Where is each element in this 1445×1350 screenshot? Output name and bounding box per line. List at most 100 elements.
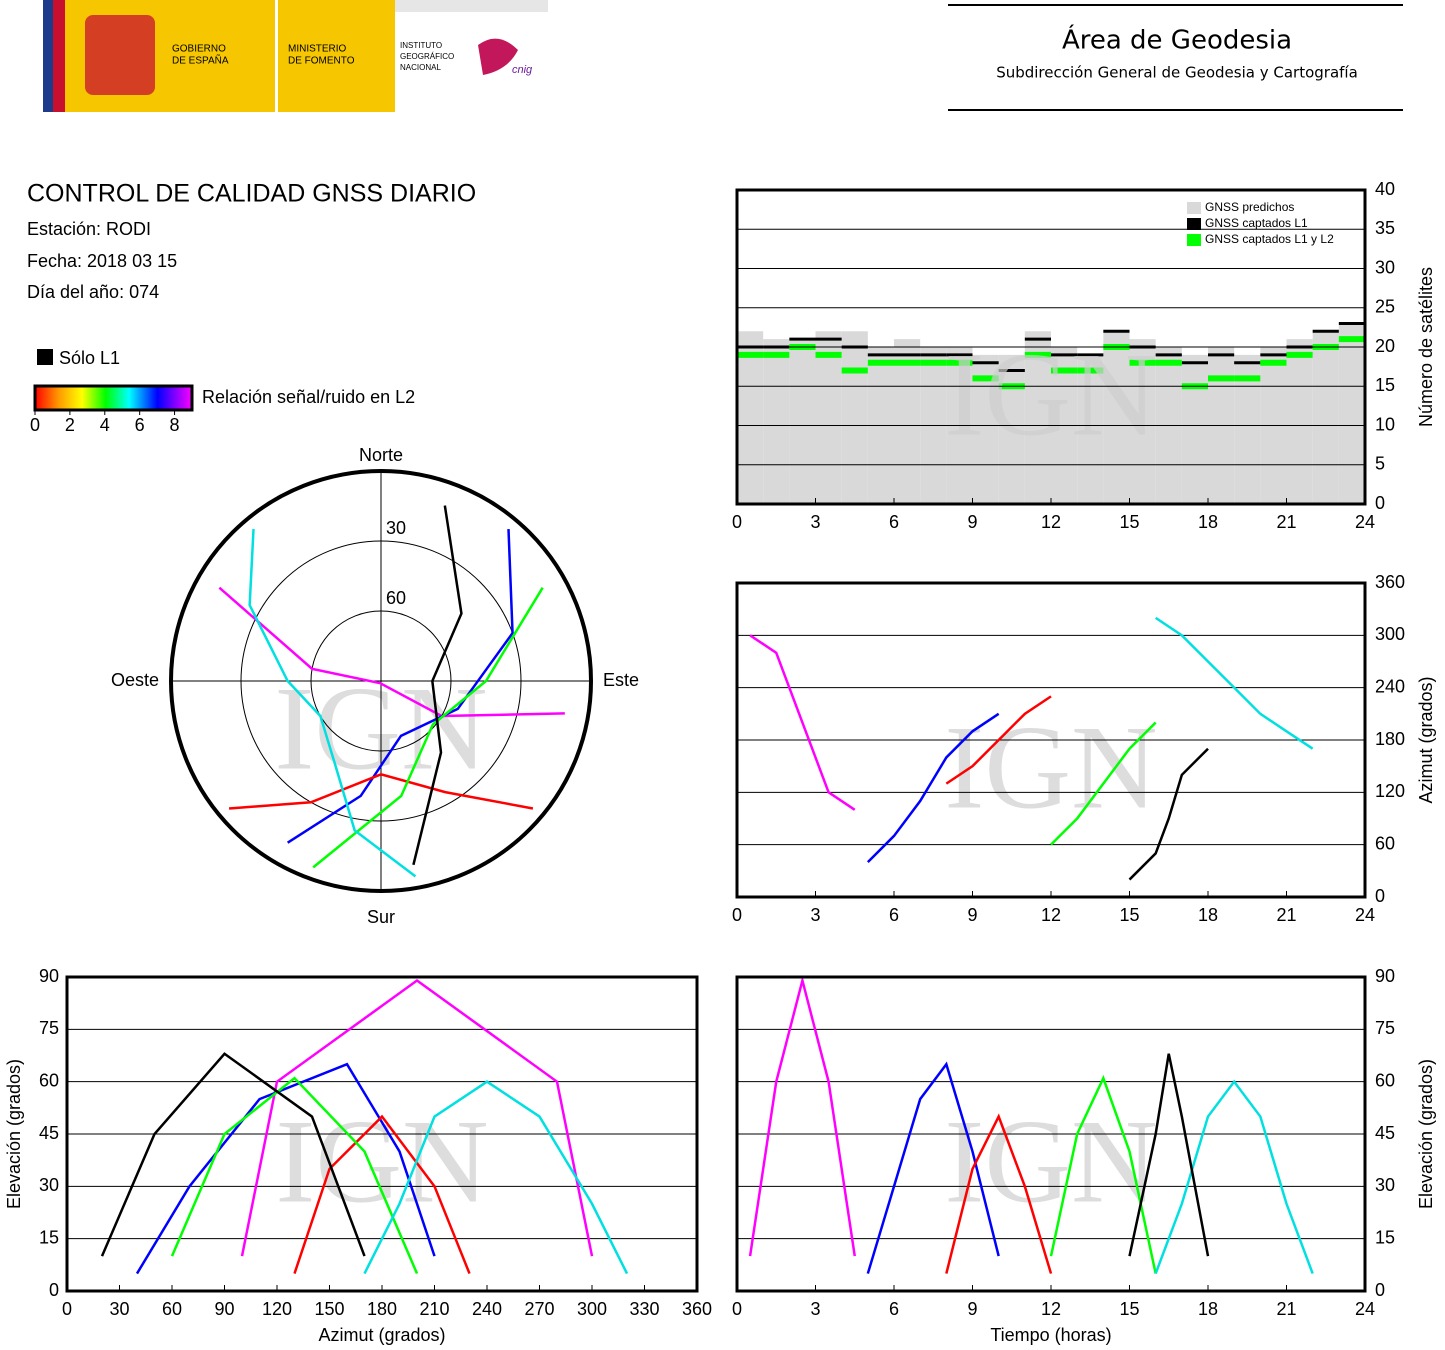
x-tick-label: 30 [109, 1299, 129, 1319]
x-tick-label: 18 [1198, 1299, 1218, 1319]
y-tick-label: 240 [1375, 676, 1405, 696]
y-tick-label: 60 [1375, 1070, 1395, 1090]
predicted-bar [1286, 339, 1313, 504]
y-tick-label: 15 [1375, 375, 1395, 395]
institute-line: NACIONAL [400, 63, 441, 72]
x-tick-label: 9 [967, 512, 977, 532]
x-tick-label: 15 [1119, 905, 1139, 925]
x-tick-label: 270 [524, 1299, 554, 1319]
x-tick-label: 330 [629, 1299, 659, 1319]
x-tick-label: 18 [1198, 905, 1218, 925]
doy: Día del año: 074 [27, 282, 159, 302]
x-tick-label: 9 [967, 1299, 977, 1319]
cnig: cnig [512, 64, 533, 76]
track [248, 529, 417, 878]
direction-label: Este [603, 670, 639, 690]
x-tick-label: 360 [682, 1299, 712, 1319]
track [1049, 1074, 1157, 1274]
track [945, 1113, 1053, 1274]
ministry-line: MINISTERIO [288, 44, 347, 55]
track [218, 586, 565, 718]
x-tick-label: 18 [1198, 512, 1218, 532]
elevation-ring [240, 540, 522, 822]
track [170, 1076, 419, 1275]
predicted-bar [1077, 354, 1104, 504]
legend-swatch [1187, 234, 1201, 246]
x-tick-label: 0 [732, 1299, 742, 1319]
colorbar-tick-label: 8 [170, 415, 180, 435]
track [1128, 747, 1209, 881]
track [240, 978, 594, 1257]
predicted-bar [1181, 354, 1208, 504]
colorbar-label: Relación señal/ruido en L2 [202, 387, 415, 407]
predicted-bar [815, 331, 842, 504]
x-tick-label: 0 [62, 1299, 72, 1319]
x-tick-label: 3 [810, 905, 820, 925]
x-tick-label: 6 [889, 1299, 899, 1319]
y-tick-label: 0 [1375, 886, 1385, 906]
x-tick-label: 24 [1355, 905, 1375, 925]
plot: IGN [65, 975, 699, 1293]
x-tick-label: 12 [1041, 905, 1061, 925]
report-title: CONTROL DE CALIDAD GNSS DIARIO [27, 180, 476, 208]
x-tick-label: 300 [577, 1299, 607, 1319]
colorbar-tick-label: 6 [135, 415, 145, 435]
y-tick-label: 30 [1375, 1175, 1395, 1195]
track [293, 1114, 471, 1275]
y-axis-label: Número de satélites [1416, 267, 1436, 427]
y-tick-label: 45 [39, 1123, 59, 1143]
direction-label: Sur [367, 907, 395, 927]
frame [735, 975, 1367, 1293]
predicted-bar [841, 331, 868, 504]
x-tick-label: 6 [889, 905, 899, 925]
logo-block: GOBIERNO DE ESPAÑA MINISTERIO DE FOMENTO… [43, 0, 548, 112]
predicted-bar [894, 339, 921, 504]
y-tick-label: 75 [1375, 1018, 1395, 1038]
track [312, 587, 544, 869]
x-tick-label: 0 [732, 512, 742, 532]
y-tick-label: 5 [1375, 454, 1385, 474]
y-tick-label: 25 [1375, 297, 1395, 317]
colorbar-tick-label: 0 [30, 415, 40, 435]
track [1154, 1079, 1314, 1274]
x-tick-label: 15 [1119, 1299, 1139, 1319]
x-tick-label: 6 [889, 512, 899, 532]
track [135, 1062, 436, 1275]
x-axis-label: Azimut (grados) [318, 1325, 445, 1345]
track [866, 712, 1000, 863]
x-tick-label: 15 [1119, 512, 1139, 532]
y-tick-label: 10 [1375, 414, 1395, 434]
y-tick-label: 30 [39, 1175, 59, 1195]
track [748, 975, 856, 1257]
predicted-bar [998, 354, 1025, 504]
colorbar [33, 384, 194, 412]
plot: IGN [735, 975, 1367, 1293]
institute-line: INSTITUTO [400, 41, 442, 50]
y-axis-label: Azimut (grados) [1416, 676, 1436, 803]
legend-swatch [1187, 202, 1201, 214]
y-tick-label: 40 [1375, 179, 1395, 199]
direction-label: Oeste [111, 670, 159, 690]
frame [65, 975, 699, 1293]
x-tick-label: 240 [472, 1299, 502, 1319]
x-tick-label: 21 [1276, 905, 1296, 925]
y-tick-label: 20 [1375, 336, 1395, 356]
y-tick-label: 0 [1375, 1280, 1385, 1300]
watermark: IGN [944, 701, 1157, 834]
y-tick-label: 120 [1375, 781, 1405, 801]
predicted-bar [1024, 331, 1051, 504]
track [945, 695, 1052, 785]
direction-label: Norte [359, 445, 403, 465]
x-tick-label: 3 [810, 1299, 820, 1319]
predicted-bar [1312, 331, 1339, 504]
station: Estación: RODI [27, 219, 151, 239]
institute-line: GEOGRÁFICO [400, 52, 454, 61]
x-axis-label: Tiempo (horas) [990, 1325, 1111, 1345]
legend-label: GNSS predichos [1205, 200, 1294, 214]
elevation-ring [310, 610, 452, 752]
l1-swatch [37, 349, 53, 365]
x-tick-label: 3 [810, 512, 820, 532]
x-tick-label: 12 [1041, 1299, 1061, 1319]
